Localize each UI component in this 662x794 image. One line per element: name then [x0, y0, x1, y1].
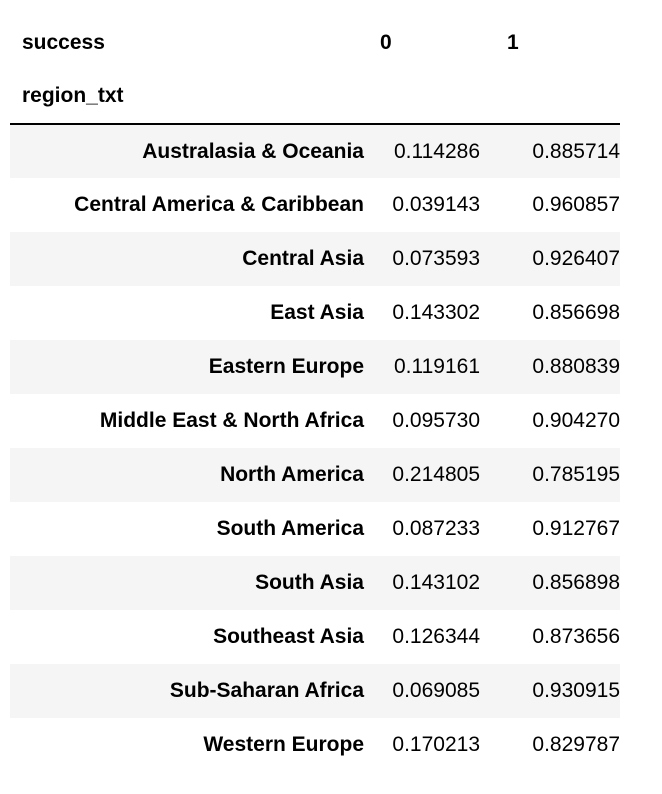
cell-value-1: 0.856698: [532, 301, 620, 324]
cell-value-1: 0.785195: [532, 463, 620, 486]
table-row: Australasia & Oceania 0.114286 0.885714: [10, 124, 620, 178]
table-row: Southeast Asia 0.126344 0.873656: [10, 610, 620, 664]
index-header-blank-1: [491, 69, 620, 124]
table-row: Sub-Saharan Africa 0.069085 0.930915: [10, 664, 620, 718]
cell-value-0: 0.095730: [392, 409, 480, 432]
cell-value-1: 0.829787: [532, 733, 620, 756]
table-body: Australasia & Oceania 0.114286 0.885714 Cen…: [10, 124, 620, 772]
row-index-label: Western Europe: [203, 733, 364, 756]
cell-value-1: 0.880839: [532, 355, 620, 378]
cell-value-0: 0.069085: [392, 679, 480, 702]
cell-value-0: 0.143102: [392, 571, 480, 594]
cell-value-1: 0.930915: [532, 679, 620, 702]
table-row: South America 0.087233 0.912767: [10, 502, 620, 556]
index-name: region_txt: [22, 84, 124, 107]
table-row: Eastern Europe 0.119161 0.880839: [10, 340, 620, 394]
index-header-blank-0: [364, 69, 491, 124]
cell-value-0: 0.114286: [393, 139, 480, 163]
table-row: South Asia 0.143102 0.856898: [10, 556, 620, 610]
row-index-label: Sub-Saharan Africa: [169, 679, 364, 702]
header-row-index: region_txt: [10, 69, 620, 124]
cell-value-1: 0.926407: [532, 247, 620, 270]
columns-name: success: [22, 30, 105, 54]
table-header: success 0 1 region_txt: [10, 16, 620, 124]
cell-value-0: 0.143302: [392, 301, 480, 324]
cell-value-0: 0.119161: [393, 355, 480, 378]
row-index-label: Central America & Caribbean: [74, 193, 364, 216]
row-index-label: Southeast Asia: [213, 625, 364, 648]
cell-value-0: 0.039143: [392, 193, 480, 216]
header-row-columns: success 0 1: [10, 16, 620, 69]
cell-value-1: 0.904270: [532, 409, 620, 432]
cell-value-1: 0.873656: [532, 625, 620, 648]
row-index-label: Eastern Europe: [208, 355, 364, 378]
cell-value-0: 0.087233: [392, 517, 480, 540]
table-row: Central Asia 0.073593 0.926407: [10, 232, 620, 286]
table-row: Middle East & North Africa 0.095730 0.9042…: [10, 394, 620, 448]
cell-value-1: 0.856898: [532, 571, 620, 594]
cell-value-0: 0.214805: [392, 463, 480, 486]
cell-value-1: 0.885714: [532, 139, 620, 163]
row-index-label: Middle East & North Africa: [99, 409, 364, 432]
cell-value-0: 0.073593: [392, 247, 480, 270]
cell-value-1: 0.912767: [532, 517, 620, 540]
column-header-1: 1: [507, 30, 519, 54]
row-index-label: North America: [220, 463, 364, 486]
table-row: Western Europe 0.170213 0.829787: [10, 718, 620, 772]
row-index-label: Central Asia: [242, 247, 364, 270]
column-header-0: 0: [380, 30, 392, 54]
table-row: Central America & Caribbean 0.039143 0.960…: [10, 178, 620, 232]
table-row: North America 0.214805 0.785195: [10, 448, 620, 502]
row-index-label: East Asia: [270, 301, 364, 324]
row-index-label: Australasia & Oceania: [142, 139, 364, 163]
cell-value-0: 0.126344: [392, 625, 480, 648]
row-index-label: South Asia: [255, 571, 364, 594]
cell-value-1: 0.960857: [532, 193, 620, 216]
table-row: East Asia 0.143302 0.856698: [10, 286, 620, 340]
cell-value-0: 0.170213: [392, 733, 480, 756]
dataframe-table: success 0 1 region_txt Australasia & Oce…: [10, 16, 620, 772]
row-index-label: South America: [216, 517, 364, 540]
